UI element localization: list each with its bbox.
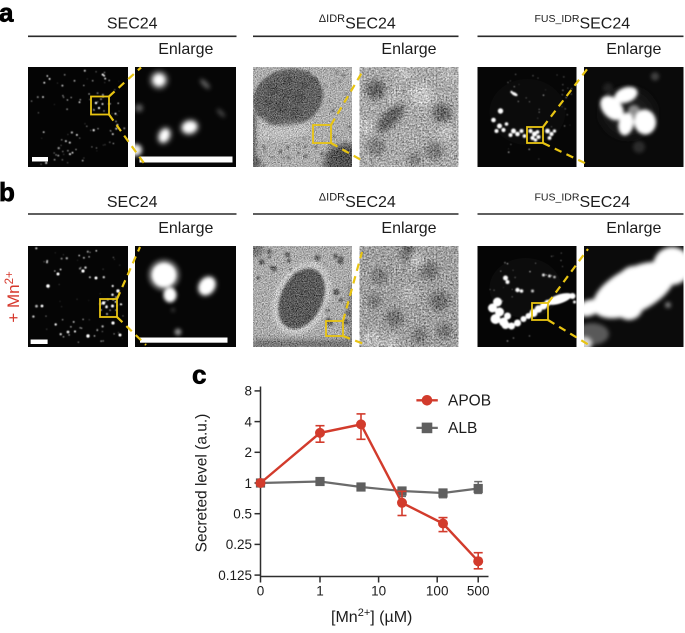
svg-text:Enlarge: Enlarge: [606, 220, 661, 237]
svg-text:0.25: 0.25: [226, 537, 252, 552]
svg-text:4: 4: [244, 414, 252, 429]
svg-text:APOB: APOB: [448, 393, 491, 410]
svg-text:500: 500: [467, 584, 490, 599]
svg-text:a: a: [0, 0, 14, 28]
svg-text:SEC24: SEC24: [107, 16, 158, 33]
svg-text:ΔIDRSEC24: ΔIDRSEC24: [319, 192, 396, 212]
svg-text:c: c: [192, 360, 206, 390]
svg-text:Secreted level (a.u.): Secreted level (a.u.): [194, 414, 211, 553]
svg-text:Enlarge: Enlarge: [606, 41, 661, 58]
svg-text:100: 100: [426, 584, 449, 599]
svg-text:b: b: [0, 177, 15, 207]
svg-text:0: 0: [257, 584, 265, 599]
svg-text:SEC24: SEC24: [107, 194, 158, 211]
svg-text:Enlarge: Enlarge: [158, 220, 213, 237]
svg-text:1: 1: [244, 476, 252, 491]
svg-text:ALB: ALB: [448, 420, 477, 437]
svg-text:Enlarge: Enlarge: [381, 41, 436, 58]
svg-text:8: 8: [244, 384, 252, 399]
svg-text:ΔIDRSEC24: ΔIDRSEC24: [319, 13, 396, 32]
svg-text:Enlarge: Enlarge: [381, 220, 436, 237]
svg-text:10: 10: [371, 584, 386, 599]
svg-text:[Mn2+] (µM): [Mn2+] (µM): [331, 607, 412, 626]
svg-text:2: 2: [244, 445, 252, 460]
svg-text:FUS_IDRSEC24: FUS_IDRSEC24: [535, 13, 631, 32]
svg-text:FUS_IDRSEC24: FUS_IDRSEC24: [535, 192, 631, 212]
svg-text:0.5: 0.5: [233, 507, 252, 522]
svg-text:0.125: 0.125: [218, 568, 252, 583]
svg-text:1: 1: [316, 584, 324, 599]
svg-text:Enlarge: Enlarge: [158, 41, 213, 58]
